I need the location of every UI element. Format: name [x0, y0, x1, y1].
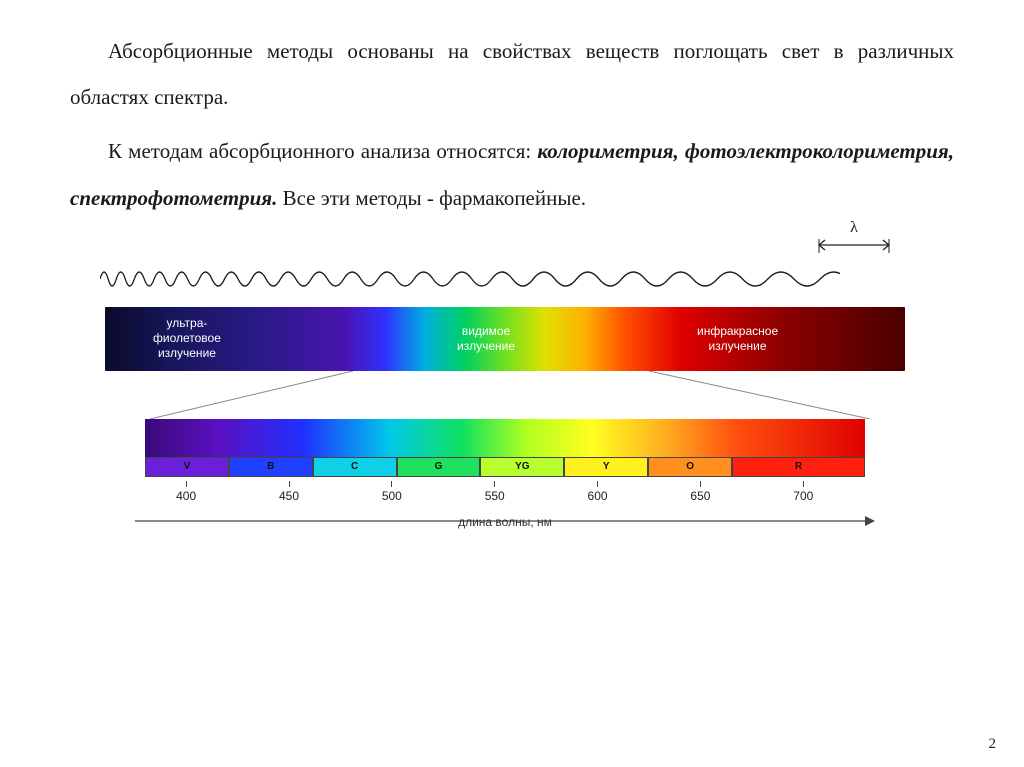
spectrum-bar: ультра- фиолетовое излучение видимое изл… [105, 307, 905, 371]
connector [105, 371, 905, 419]
axis-label: длина волны, нм [145, 515, 865, 529]
tick-650: 650 [690, 481, 710, 503]
tick-550: 550 [485, 481, 505, 503]
wavelength-axis: 400 450 500 550 600 650 700 длина волны, нм [145, 481, 865, 537]
lambda-arrow-icon [813, 237, 895, 253]
segment-v: V [145, 457, 229, 477]
segment-b: B [229, 457, 313, 477]
visible-segments: VBCGYGYOR [145, 457, 865, 477]
ir-label: инфракрасное излучение [697, 324, 778, 354]
segment-o: O [648, 457, 732, 477]
para2-post: Все эти методы - фармакопейные. [277, 186, 586, 210]
connector-lines-icon [105, 371, 905, 419]
segment-yg: YG [480, 457, 564, 477]
segment-y: Y [564, 457, 648, 477]
tick-500: 500 [382, 481, 402, 503]
segment-g: G [397, 457, 481, 477]
tick-450: 450 [279, 481, 299, 503]
lambda-symbol: λ [850, 219, 858, 236]
tick-600: 600 [588, 481, 608, 503]
paragraph-2: К методам абсорбционного анализа относят… [70, 128, 954, 220]
tick-400: 400 [176, 481, 196, 503]
uv-label: ультра- фиолетовое излучение [153, 316, 221, 361]
segment-r: R [732, 457, 865, 477]
segment-c: C [313, 457, 397, 477]
paragraph-1: Абсорбционные методы основаны на свойств… [70, 28, 954, 120]
visible-label: видимое излучение [457, 324, 515, 354]
wave-row: λ [100, 239, 920, 299]
spectrum-diagram: λ ультра- фиолетовое излучение видимое и… [100, 239, 920, 537]
para2-pre: К методам абсорбционного анализа относят… [108, 139, 537, 163]
tick-700: 700 [793, 481, 813, 503]
lambda-indicator: λ [813, 219, 895, 253]
page-number: 2 [989, 736, 997, 753]
visible-spectrum-band: VBCGYGYOR [145, 419, 865, 477]
wave-icon [100, 259, 840, 299]
